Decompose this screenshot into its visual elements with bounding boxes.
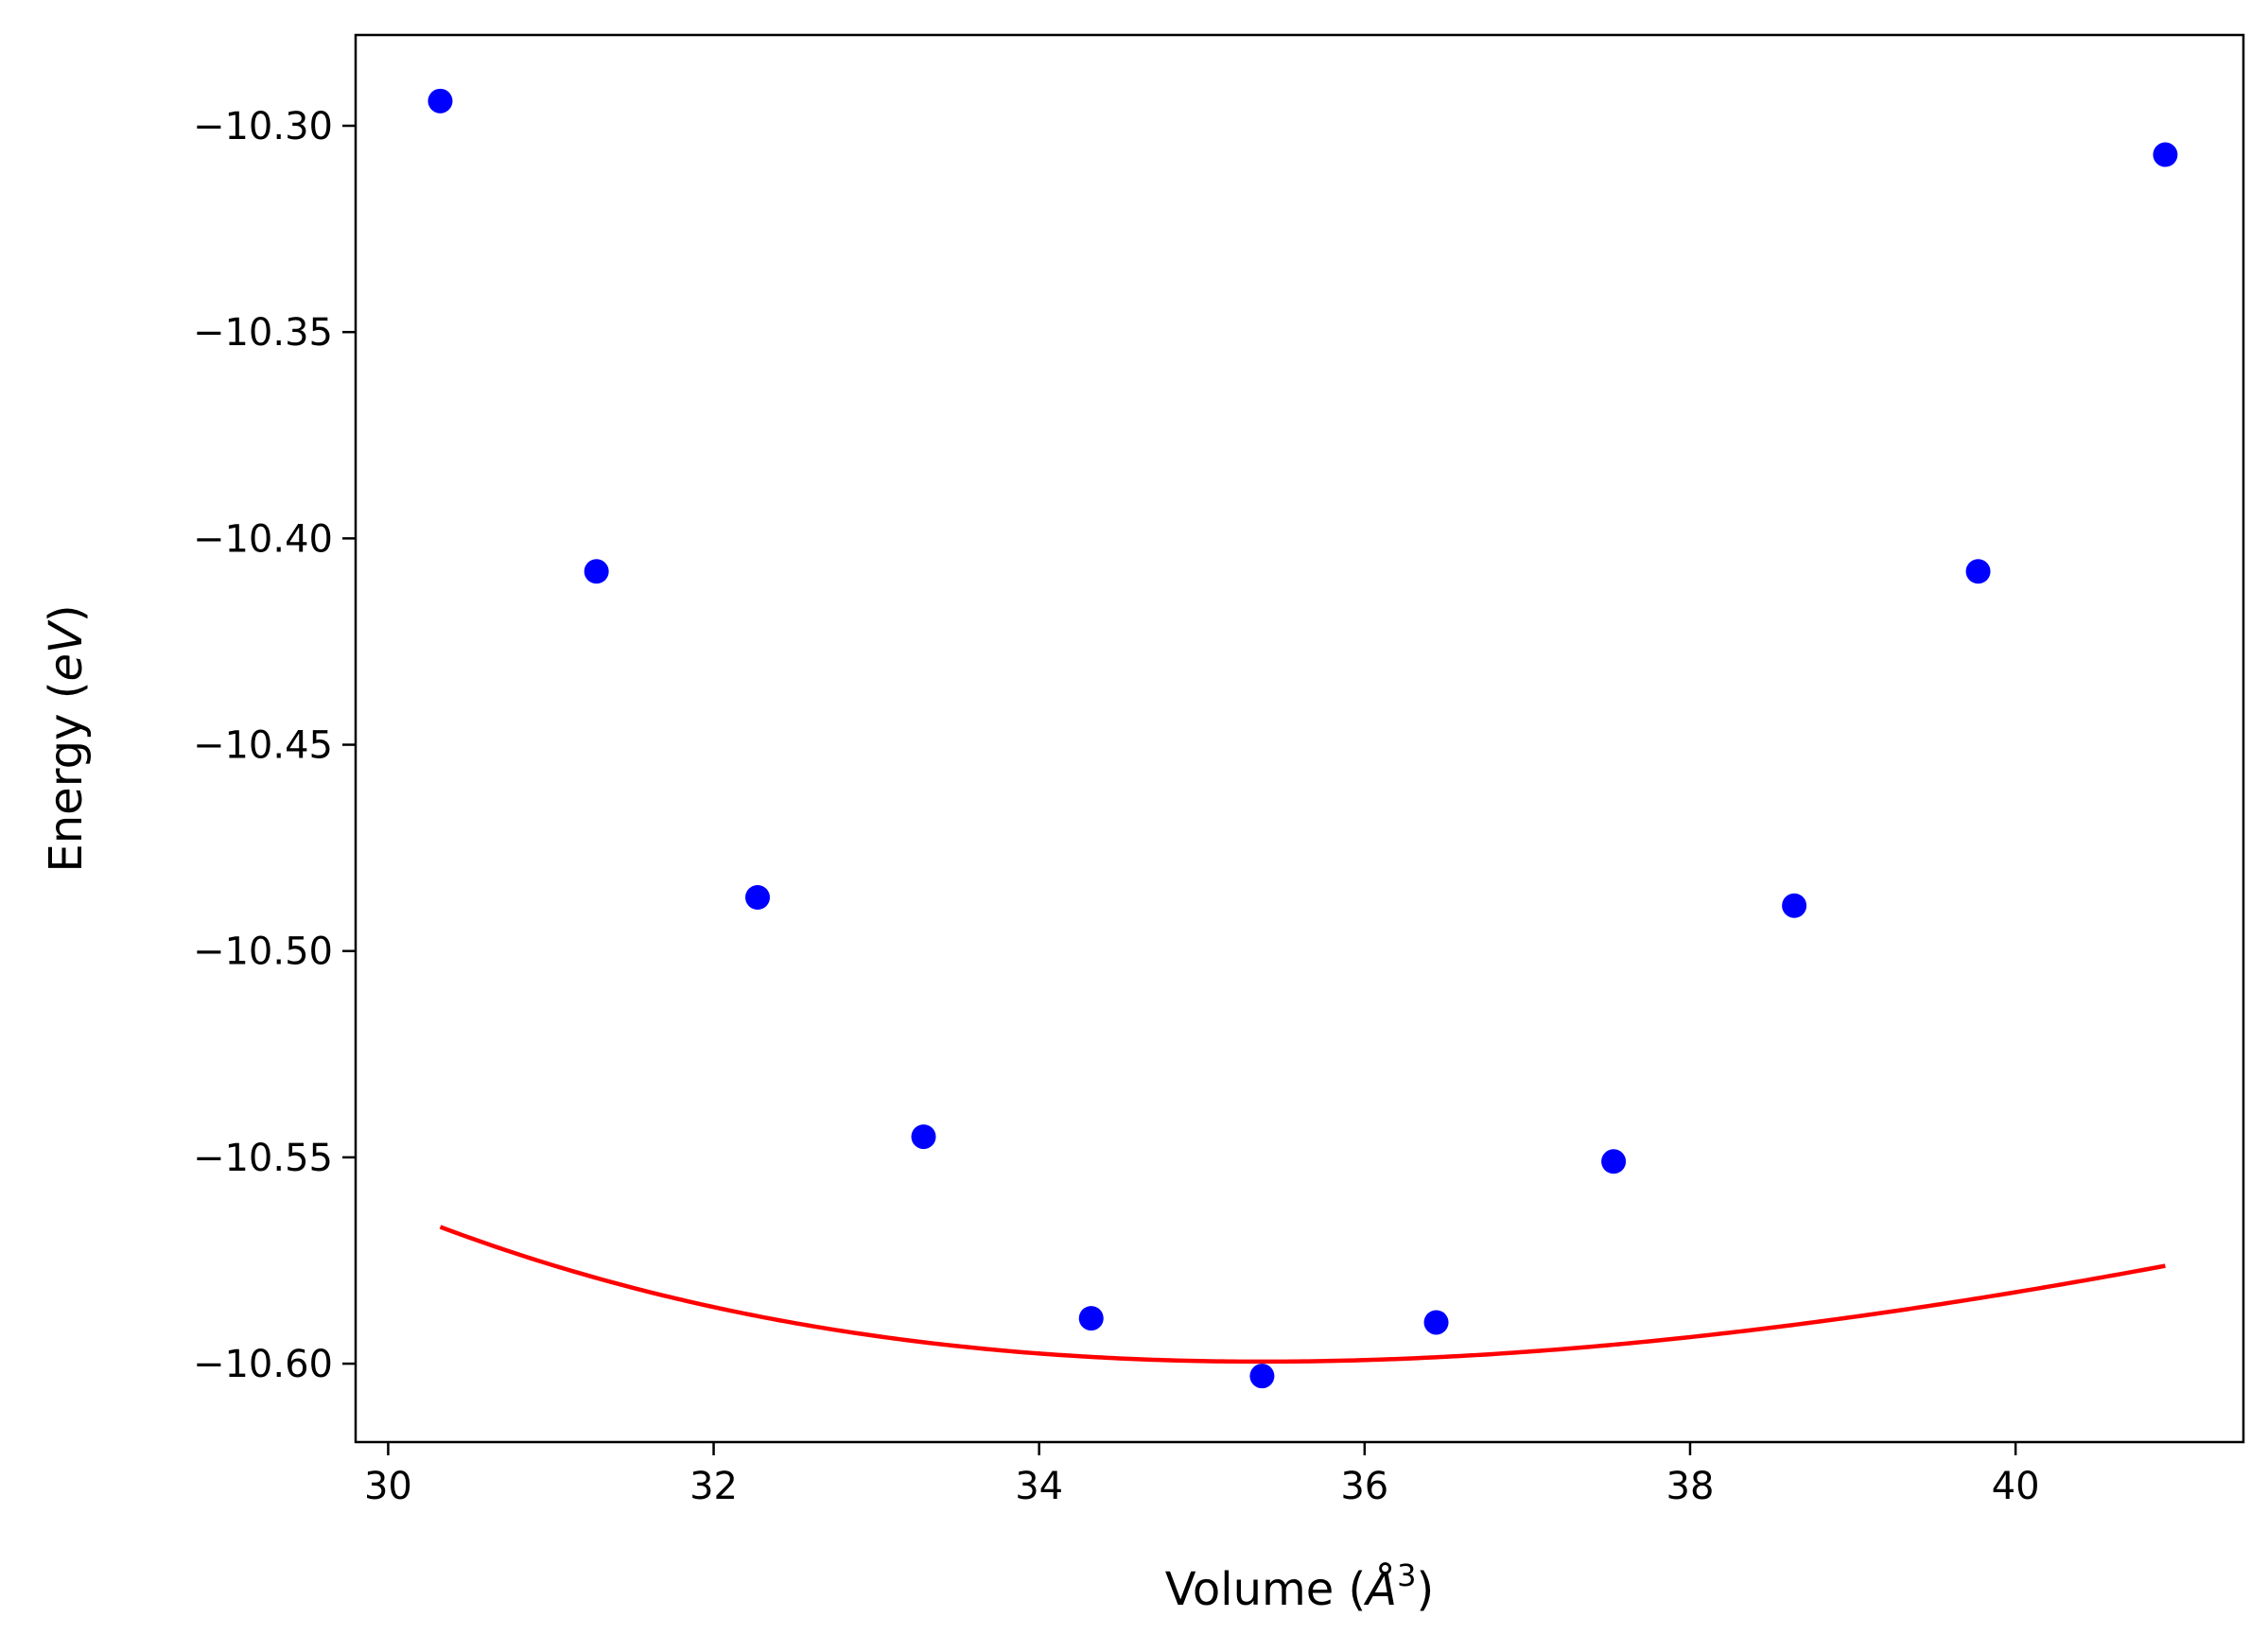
y-tick-label: −10.30 bbox=[193, 105, 333, 148]
x-tick-label: 30 bbox=[364, 1465, 412, 1508]
x-tick-label: 36 bbox=[1340, 1465, 1388, 1508]
y-axis-label-prefix: Energy ( bbox=[40, 682, 93, 873]
x-axis-label-prefix: Volume ( bbox=[1165, 1563, 1367, 1616]
y-tick-label: −10.50 bbox=[193, 930, 333, 974]
data-point bbox=[427, 88, 453, 113]
x-axis-label: Volume (Å3) bbox=[1165, 1557, 1434, 1616]
y-tick-label: −10.60 bbox=[193, 1343, 333, 1386]
data-point bbox=[1423, 1310, 1449, 1335]
y-tick-label: −10.45 bbox=[193, 724, 333, 768]
x-tick-label: 38 bbox=[1666, 1465, 1715, 1508]
x-axis-label-superscript: 3 bbox=[1397, 1557, 1416, 1593]
y-tick-label: −10.35 bbox=[193, 311, 333, 355]
data-point bbox=[1249, 1364, 1275, 1389]
data-point bbox=[1782, 893, 1807, 918]
fit-curve bbox=[439, 1225, 2166, 1365]
y-axis-label-suffix: ) bbox=[40, 604, 93, 622]
x-axis-label-symbol: Å bbox=[1363, 1562, 1397, 1616]
data-point bbox=[1965, 559, 1991, 584]
points-layer bbox=[427, 88, 2178, 1389]
plot-frame bbox=[354, 33, 2245, 1444]
data-point bbox=[1078, 1306, 1104, 1331]
x-axis-ticks: 30 32 34 36 38 40 bbox=[364, 1442, 2040, 1508]
y-tick-label: −10.40 bbox=[193, 517, 333, 561]
y-tick-label: −10.55 bbox=[193, 1137, 333, 1180]
plot-area bbox=[356, 35, 2243, 1442]
y-axis-label-unit: eV bbox=[40, 619, 93, 682]
data-point bbox=[584, 559, 609, 584]
data-point bbox=[2153, 142, 2178, 167]
x-tick-label: 32 bbox=[689, 1465, 738, 1508]
data-point bbox=[911, 1124, 936, 1150]
data-point bbox=[745, 885, 771, 910]
y-axis-ticks: −10.30 −10.35 −10.40 −10.45 −10.50 −10.55 −10.… bbox=[193, 105, 356, 1386]
data-point bbox=[1601, 1149, 1627, 1174]
x-tick-label: 34 bbox=[1015, 1465, 1063, 1508]
x-tick-label: 40 bbox=[1992, 1465, 2040, 1508]
x-axis-label-suffix: ) bbox=[1416, 1563, 1434, 1616]
y-axis-label: Energy (eV) bbox=[40, 604, 93, 872]
fit-layer bbox=[439, 1225, 2166, 1365]
